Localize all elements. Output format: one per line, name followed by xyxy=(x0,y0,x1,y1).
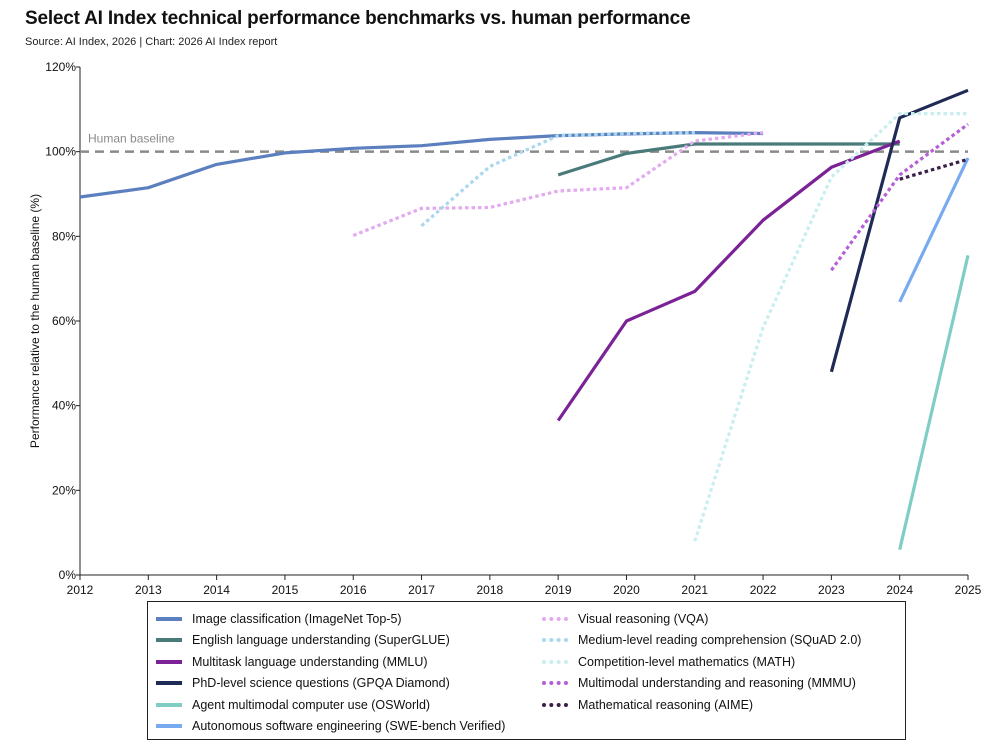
legend-label: Multitask language understanding (MMLU) xyxy=(192,654,428,669)
series-line-4 xyxy=(829,88,969,373)
legend-swatch xyxy=(156,702,182,707)
y-tick-label: 100% xyxy=(45,145,76,159)
x-tick-label: 2020 xyxy=(613,583,640,597)
legend-swatch xyxy=(542,702,568,707)
legend-item: Autonomous software engineering (SWE-ben… xyxy=(156,716,505,738)
legend-label: Medium-level reading comprehension (SQuA… xyxy=(578,633,862,648)
legend-label: Agent multimodal computer use (OSWorld) xyxy=(192,697,431,712)
legend-swatch xyxy=(542,659,568,664)
legend-column-right: Visual reasoning (VQA) Medium-level readi… xyxy=(542,608,861,716)
legend-swatch xyxy=(156,681,182,686)
legend-swatch xyxy=(156,659,182,664)
legend-swatch xyxy=(156,616,182,621)
x-tick-label: 2015 xyxy=(272,583,299,597)
x-tick-label: 2021 xyxy=(681,583,708,597)
y-tick-label: 0% xyxy=(59,568,77,582)
series-line-8 xyxy=(420,131,695,228)
legend-swatch xyxy=(156,638,182,643)
legend-label: Image classification (ImageNet Top-5) xyxy=(192,611,402,626)
x-tick-label: 2024 xyxy=(886,583,913,597)
y-tick-label: 60% xyxy=(52,314,76,328)
y-tick-label: 20% xyxy=(52,483,76,497)
y-tick-label: 40% xyxy=(52,399,76,413)
x-tick-label: 2014 xyxy=(203,583,230,597)
x-tick-label: 2016 xyxy=(340,583,367,597)
legend-item: Medium-level reading comprehension (SQuA… xyxy=(542,630,861,652)
legend-item: Competition-level mathematics (MATH) xyxy=(542,651,861,673)
legend-item: Agent multimodal computer use (OSWorld) xyxy=(156,694,505,716)
x-tick-label: 2019 xyxy=(545,583,572,597)
legend-label: Mathematical reasoning (AIME) xyxy=(578,697,754,712)
series-line-10 xyxy=(830,122,969,272)
series-line-6 xyxy=(898,157,970,303)
legend-item: Visual reasoning (VQA) xyxy=(542,608,861,630)
legend-item: Multimodal understanding and reasoning (… xyxy=(542,673,861,695)
x-tick-label: 2023 xyxy=(818,583,845,597)
legend-swatch xyxy=(542,638,568,643)
series-line-3 xyxy=(556,139,901,422)
legend-swatch xyxy=(156,724,182,729)
chart-subtitle: Source: AI Index, 2026 | Chart: 2026 AI … xyxy=(25,36,278,48)
legend-swatch xyxy=(542,681,568,686)
x-tick-label: 2017 xyxy=(408,583,435,597)
legend-swatch xyxy=(542,616,568,621)
x-tick-label: 2025 xyxy=(955,583,982,597)
legend-label: Visual reasoning (VQA) xyxy=(578,611,709,626)
series-line-11 xyxy=(899,157,969,181)
x-tick-label: 2022 xyxy=(750,583,777,597)
x-tick-label: 2013 xyxy=(135,583,162,597)
legend-item: English language understanding (SuperGLU… xyxy=(156,630,505,652)
legend-item: Image classification (ImageNet Top-5) xyxy=(156,608,505,630)
chart-title: Select AI Index technical performance be… xyxy=(25,8,691,29)
x-tick-label: 2018 xyxy=(476,583,503,597)
series-line-2 xyxy=(557,142,900,177)
chart-legend: Image classification (ImageNet Top-5) Eng… xyxy=(147,601,906,740)
human-baseline-label: Human baseline xyxy=(88,132,175,146)
legend-label: Autonomous software engineering (SWE-ben… xyxy=(192,719,506,734)
legend-label: Multimodal understanding and reasoning (… xyxy=(578,676,856,691)
legend-item: PhD-level science questions (GPQA Diamon… xyxy=(156,673,505,695)
y-axis-label: Performance relative to the human baseli… xyxy=(28,194,42,448)
x-tick-label: 2012 xyxy=(67,583,94,597)
legend-label: Competition-level mathematics (MATH) xyxy=(578,654,796,669)
legend-label: English language understanding (SuperGLU… xyxy=(192,633,450,648)
line-chart: 0% 20% 40% 60% 80% 100% 120% 2012 2013 2014 2015 20… xyxy=(28,60,982,597)
y-tick-label: 120% xyxy=(45,60,76,74)
y-tick-label: 80% xyxy=(52,229,76,243)
legend-column-left: Image classification (ImageNet Top-5) Eng… xyxy=(156,608,505,737)
legend-label: PhD-level science questions (GPQA Diamon… xyxy=(192,676,450,691)
legend-item: Mathematical reasoning (AIME) xyxy=(542,694,861,716)
legend-item: Multitask language understanding (MMLU) xyxy=(156,651,505,673)
series-line-7 xyxy=(352,131,764,237)
series-line-9 xyxy=(693,112,968,542)
series-line-5 xyxy=(898,255,970,550)
